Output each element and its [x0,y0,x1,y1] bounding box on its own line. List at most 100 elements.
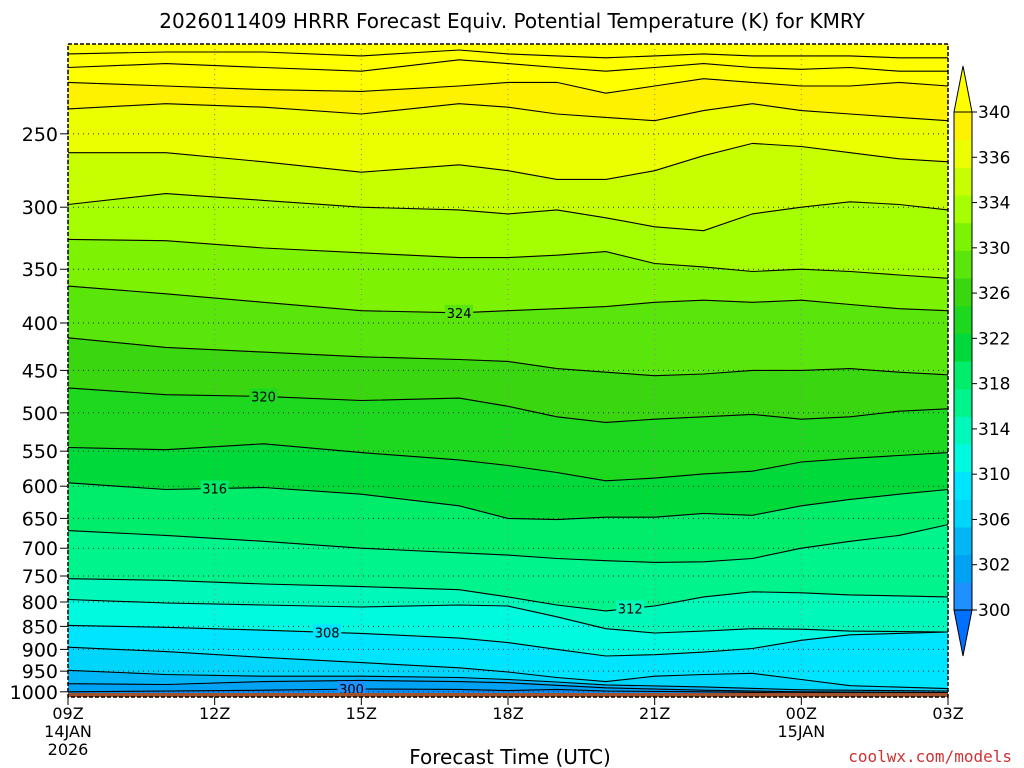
contour-306 [68,646,948,690]
y-tick-label: 500 [22,403,58,425]
contour-312 [68,578,948,612]
y-tick-label: 800 [22,592,58,614]
colorbar-swatch [954,167,972,196]
x-tick-year: 2026 [48,740,89,759]
colorbar: 340 336 334 330 326 322 318 314 310 306 302 300 [953,65,1010,657]
colorbar-swatch [954,112,972,141]
contour-label-bg [445,304,474,320]
y-tick-label: 300 [22,197,58,219]
contour-label-bg [337,681,366,697]
y-tick-label: 750 [22,566,58,588]
colorbar-label: 322 [978,329,1010,349]
y-tick-label: 550 [22,441,58,463]
x-tick-date: 15JAN [777,722,825,741]
contour-label: 308 [315,626,340,641]
colorbar-swatch [954,582,972,611]
colorbar-swatch [954,527,972,556]
contour-label-bg [616,600,645,616]
ground [68,693,948,697]
x-tick-label: 03Z [932,704,963,723]
contour-330 [68,142,948,180]
contour-318 [68,443,948,482]
y-tick-label: 950 [22,661,58,683]
colorbar-label: 326 [978,284,1010,304]
colorbar-swatch [954,388,972,417]
x-axis-label: Forecast Time (UTC) [409,745,611,768]
contour-324 [68,285,948,314]
colorbar-under-arrow [953,609,973,657]
colorbar-frame [953,111,973,611]
colorbar-swatch [954,444,972,473]
y-tick-label: 400 [22,313,58,335]
contour-326 [68,238,948,279]
colorbar-label: 300 [978,601,1010,621]
contour-332 [68,103,948,122]
y-tick-label: 650 [22,508,58,530]
colorbar-label: 306 [978,510,1010,530]
y-tick-label: 350 [22,259,58,281]
y-tick-label: 900 [22,639,58,661]
x-tick-label: 15Z [346,704,377,723]
y-tick-label: 850 [22,616,58,638]
colorbar-swatch [954,250,972,279]
colorbar-label: 318 [978,375,1010,395]
colorbar-label: 340 [978,103,1010,123]
contour-308 [68,624,948,657]
grid [67,44,949,697]
colorbar-swatch [954,416,972,445]
contour-336 [68,59,948,72]
colorbar-swatch [954,195,972,224]
colorbar-swatch [954,139,972,168]
contour-label-bg [313,624,342,640]
contour-300 [68,688,948,694]
contour-310 [68,598,948,634]
y-axis: 2503003504004505005506006507007508008509… [10,124,68,704]
y-tick-label: 1000 [10,682,58,704]
colorbar-over-arrow [953,65,973,113]
colorbar-swatch [954,305,972,334]
contour-334 [68,78,948,94]
x-tick-label: 12Z [199,704,230,723]
colorbar-label: 334 [978,194,1010,214]
colorbar-label: 310 [978,465,1010,485]
x-tick-date: 14JAN [44,722,92,741]
colorbar-swatch [954,333,972,362]
contour-314 [68,524,948,563]
chart-title: 2026011409 HRRR Forecast Equiv. Potentia… [159,9,865,33]
contour-316 [68,482,948,521]
contour-304 [68,669,948,692]
contour-lines [68,49,948,694]
x-tick-label: 18Z [492,704,523,723]
colorbar-label: 314 [978,420,1010,440]
contour-338 [68,49,948,59]
colorbar-swatch [954,222,972,251]
contour-302 [68,679,948,694]
colorbar-swatch [954,278,972,307]
colorbar-swatch [954,499,972,528]
contour-322 [68,337,948,377]
contour-label: 320 [251,390,276,405]
x-tick-label: 09Z [52,704,83,723]
y-tick-label: 450 [22,360,58,382]
contour-320 [68,387,948,423]
colorbar-swatch [954,361,972,390]
contour-label-bg [249,388,278,404]
y-tick-label: 600 [22,476,58,498]
y-tick-label: 700 [22,538,58,560]
colorbar-label: 330 [978,239,1010,259]
colorbar-label: 302 [978,556,1010,576]
watermark-link[interactable]: coolwx.com/models [848,747,1012,766]
y-tick-label: 250 [22,124,58,146]
colorbar-label: 336 [978,148,1010,168]
contour-328 [68,193,948,232]
contour-label: 312 [618,602,643,617]
contour-label: 316 [202,483,227,498]
x-tick-label: 00Z [786,704,817,723]
contour-label-bg [200,480,229,496]
contour-label: 324 [447,307,472,322]
colorbar-swatch [954,471,972,500]
colorbar-swatch [954,554,972,583]
